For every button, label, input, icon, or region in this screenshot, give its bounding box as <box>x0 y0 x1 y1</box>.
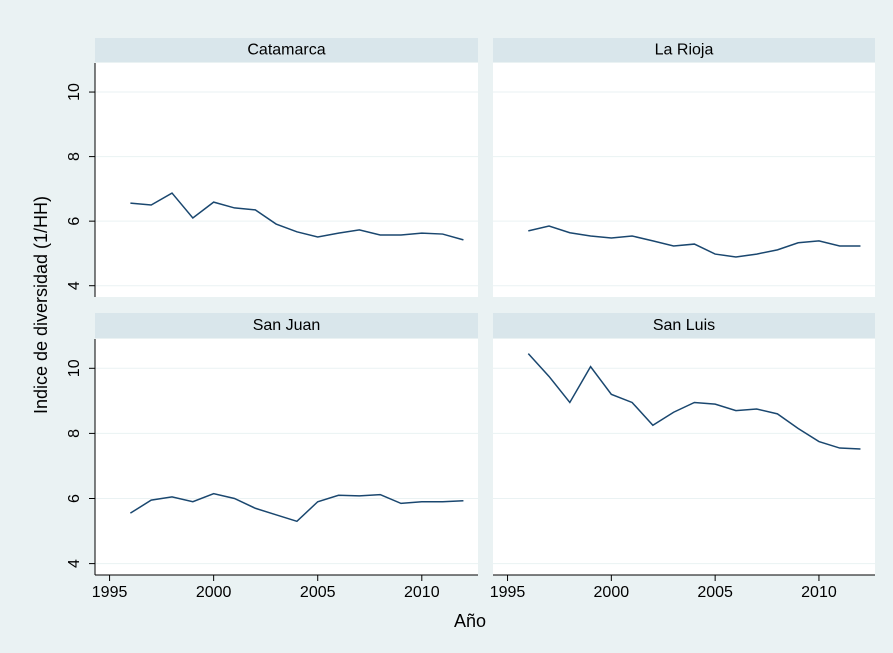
x-tick-label: 2010 <box>404 584 440 601</box>
series-line <box>130 192 464 241</box>
x-tick-label: 2000 <box>594 584 630 601</box>
y-tick-label: 4 <box>66 281 83 290</box>
plot-area <box>493 63 875 297</box>
series-line <box>528 225 861 258</box>
plot-area <box>95 339 478 575</box>
panel-header <box>493 313 875 338</box>
y-axis-label: Indice de diversidad (1/HH) <box>31 196 51 414</box>
panel-title: San Juan <box>253 317 321 334</box>
y-tick-label: 10 <box>66 359 83 377</box>
plot-area <box>493 339 875 575</box>
y-tick-label: 8 <box>66 429 83 438</box>
x-tick-label: 1995 <box>92 584 128 601</box>
x-tick-label: 2005 <box>697 584 733 601</box>
panel-title: Catamarca <box>247 42 325 59</box>
series-line <box>527 353 861 450</box>
y-tick-label: 6 <box>66 494 83 503</box>
x-tick-label: 2000 <box>196 584 232 601</box>
panel-header <box>95 313 478 338</box>
y-tick-label: 4 <box>66 559 83 568</box>
panel-title: La Rioja <box>655 42 714 59</box>
x-tick-label: 2010 <box>801 584 837 601</box>
y-tick-label: 6 <box>66 217 83 226</box>
y-tick-label: 10 <box>66 83 83 101</box>
panel-title: San Luis <box>653 317 715 334</box>
plot-area <box>95 63 478 297</box>
x-axis-label: Año <box>454 611 486 631</box>
x-tick-label: 1995 <box>490 584 526 601</box>
series-line <box>129 492 464 523</box>
y-tick-label: 8 <box>66 152 83 161</box>
x-tick-label: 2005 <box>300 584 336 601</box>
panel-header <box>493 38 875 62</box>
panel-header <box>95 38 478 62</box>
